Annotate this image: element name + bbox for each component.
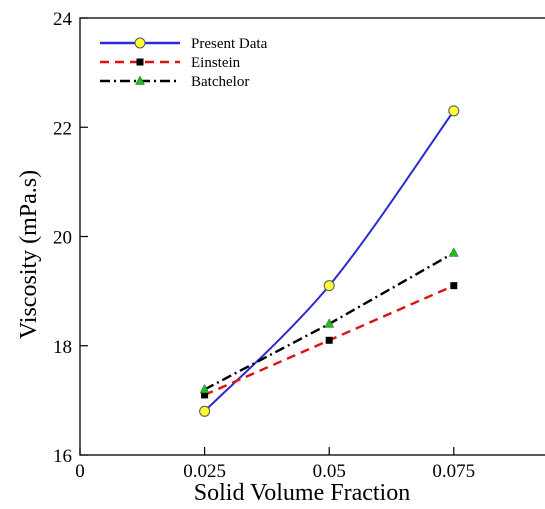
legend-label-2: Einstein bbox=[191, 55, 241, 71]
y-tick-label: 24 bbox=[53, 9, 73, 30]
legend: Present Data Einstein Batchelor bbox=[100, 36, 268, 90]
series-2-point bbox=[325, 336, 333, 344]
series-3-point bbox=[324, 318, 335, 328]
series-3-point bbox=[199, 383, 210, 394]
series-3-point bbox=[448, 247, 459, 257]
x-tick-label: 0 bbox=[75, 461, 85, 482]
y-tick-label: 18 bbox=[53, 337, 72, 358]
y-axis-title: Viscosity (mPa.s) bbox=[16, 170, 42, 339]
legend-marker-2 bbox=[136, 58, 144, 66]
y-tick-label: 22 bbox=[53, 118, 72, 139]
series-1-point bbox=[323, 280, 335, 292]
legend-marker-1 bbox=[134, 37, 146, 49]
x-axis-title: Solid Volume Fraction bbox=[194, 480, 410, 506]
series-2-point bbox=[201, 391, 209, 399]
plot-area-frame bbox=[79, 17, 545, 456]
series-layer bbox=[203, 110, 455, 413]
x-tick-label: 0.05 bbox=[313, 461, 346, 482]
marker-layer bbox=[199, 105, 460, 417]
y-tick-label: 20 bbox=[53, 228, 72, 249]
y-tick-label: 16 bbox=[53, 446, 72, 467]
axis-ticks: 0 0.025 0.05 0.075 16 18 20 22 24 bbox=[53, 9, 475, 482]
series-2-point bbox=[450, 282, 458, 290]
series-1-point bbox=[199, 405, 211, 417]
x-tick-label: 0.025 bbox=[183, 461, 226, 482]
x-tick-label: 0.075 bbox=[432, 461, 475, 482]
legend-label-1: Present Data bbox=[191, 36, 268, 52]
series-1-point bbox=[448, 105, 460, 117]
series-line-1 bbox=[203, 110, 455, 413]
legend-marker-3 bbox=[135, 75, 145, 85]
legend-label-3: Batchelor bbox=[191, 74, 249, 90]
